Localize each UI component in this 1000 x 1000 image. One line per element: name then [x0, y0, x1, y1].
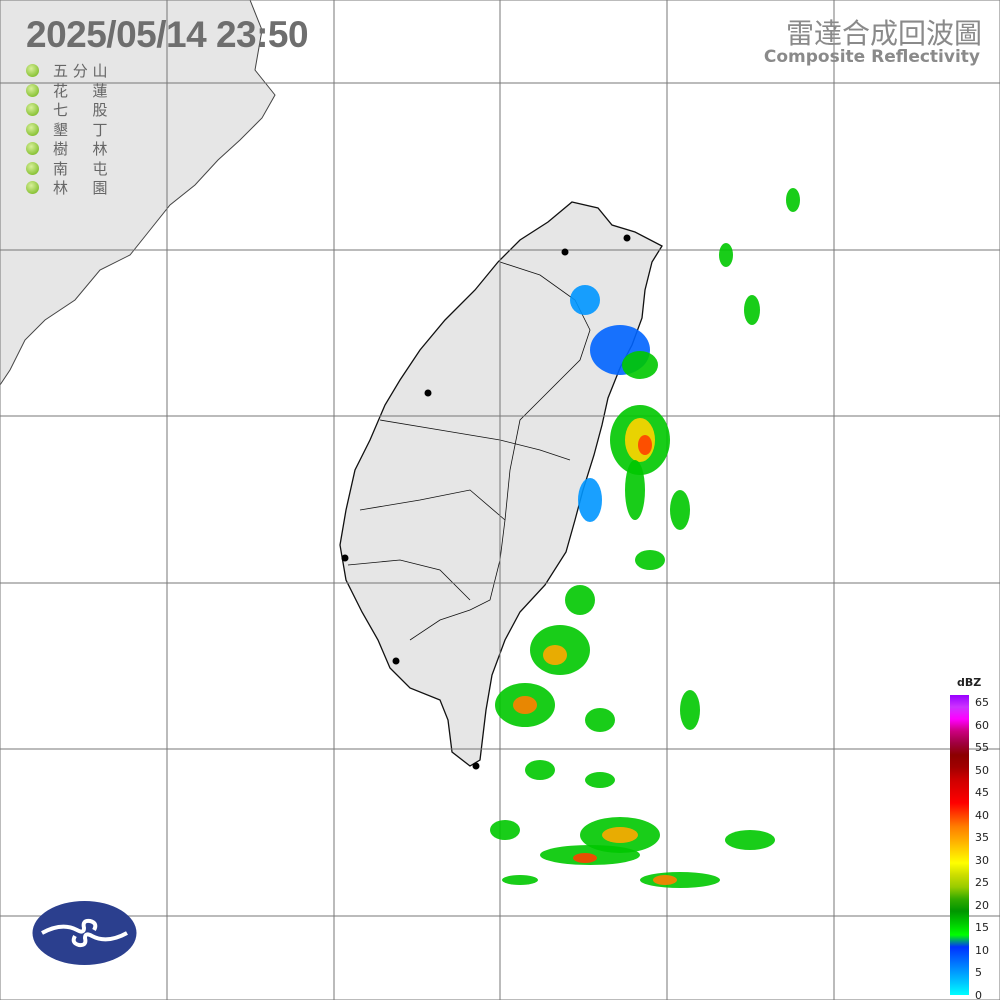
- legend-color-bar: [950, 695, 969, 995]
- china-coast: [0, 0, 276, 386]
- legend-tick: 15: [975, 921, 989, 934]
- legend-tick: 0: [975, 988, 982, 1000]
- radar-site: 花 蓮: [26, 81, 133, 101]
- radar-site: 南 屯: [26, 159, 133, 179]
- radar-site-marker: [424, 389, 432, 397]
- legend-tick: 55: [975, 741, 989, 754]
- site-dot-icon: [26, 161, 39, 175]
- radar-site: 墾 丁: [26, 120, 133, 140]
- radar-site-markers: [341, 234, 631, 770]
- echo: [625, 460, 645, 520]
- radar-site-marker: [561, 248, 569, 256]
- legend-tick: 10: [975, 943, 989, 957]
- radar-site: 七 股: [26, 100, 133, 120]
- echo: [502, 875, 538, 885]
- cwa-logo-icon: [32, 901, 137, 965]
- echo: [719, 243, 733, 267]
- echo: [513, 696, 537, 714]
- title-en: Composite Reflectivity: [763, 47, 980, 67]
- radar-site-marker: [472, 762, 480, 770]
- echo: [565, 585, 595, 615]
- echo: [490, 820, 520, 840]
- echo: [525, 760, 555, 780]
- site-dot-icon: [26, 122, 39, 136]
- echo: [744, 295, 760, 325]
- legend-unit: dBZ: [957, 676, 982, 689]
- site-dot-icon: [26, 83, 39, 97]
- echo: [670, 490, 690, 530]
- radar-site-marker: [341, 554, 349, 562]
- echo: [680, 690, 700, 730]
- echo: [578, 478, 602, 522]
- echo: [640, 872, 720, 888]
- radar-site: 五 分 山: [26, 61, 133, 81]
- echo: [573, 853, 597, 863]
- echo: [638, 435, 652, 455]
- site-dot-icon: [26, 142, 39, 156]
- legend-tick: 40: [975, 808, 989, 822]
- taiwan-island: [339, 201, 663, 767]
- radar-site-marker: [623, 234, 631, 242]
- legend-tick: 45: [975, 786, 989, 799]
- echo: [622, 351, 658, 379]
- legend-tick: 30: [975, 853, 989, 867]
- timestamp: 2025/05/14 23:50: [26, 14, 309, 55]
- legend-tick: 60: [975, 718, 989, 732]
- radar-site: 樹 林: [26, 139, 133, 159]
- legend-tick: 50: [975, 763, 989, 777]
- legend-tick: 35: [975, 831, 989, 844]
- radar-site-list: 五 分 山 花 蓮 七 股 墾 丁 樹 林 南 屯 林 園: [26, 61, 133, 198]
- radar-site-marker: [392, 657, 400, 665]
- legend-tick: 5: [975, 966, 982, 979]
- echo: [570, 285, 600, 315]
- echo: [585, 708, 615, 732]
- radar-site: 林 園: [26, 178, 133, 198]
- legend-tick: 25: [975, 876, 989, 889]
- echo: [602, 827, 638, 843]
- site-dot-icon: [26, 103, 39, 117]
- echo: [786, 188, 800, 212]
- title-zh: 雷達合成回波圖: [785, 17, 982, 50]
- echo: [653, 875, 677, 885]
- echo: [585, 772, 615, 788]
- site-dot-icon: [26, 181, 39, 195]
- echo: [635, 550, 665, 570]
- radar-echoes: [490, 188, 800, 888]
- echo: [543, 645, 567, 665]
- echo: [725, 830, 775, 850]
- legend-tick: 20: [975, 898, 989, 912]
- site-dot-icon: [26, 64, 39, 78]
- legend-tick: 65: [975, 696, 989, 709]
